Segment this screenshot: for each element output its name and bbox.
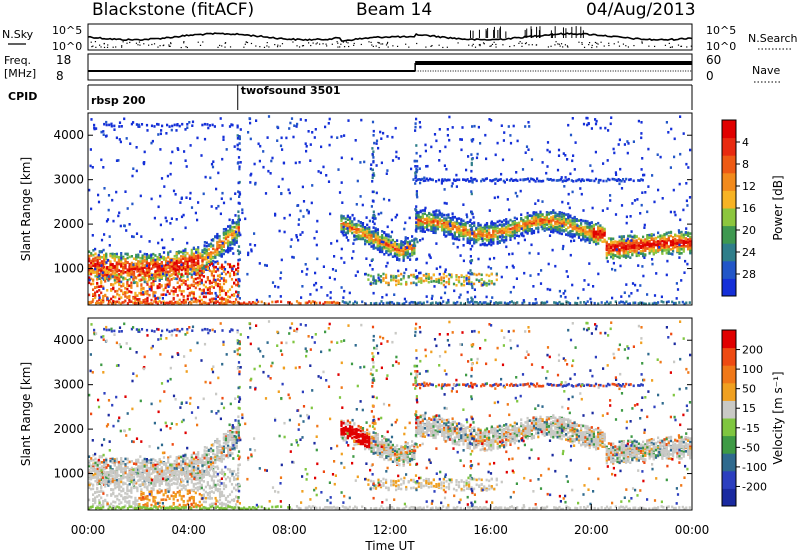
x-tick-label: 20:00 — [574, 523, 609, 537]
colorbar-tick-label: 8 — [742, 158, 749, 171]
freq-unit-label: [MHz] — [4, 67, 36, 80]
freq-trace — [88, 61, 692, 72]
nsearch-tick-top: 10^5 — [706, 24, 736, 37]
x-tick-label: 16:00 — [473, 523, 508, 537]
nsearch-tick-bottom: 10^0 — [706, 40, 736, 53]
colorbar-tick-label: 4 — [742, 136, 749, 149]
time-x-axis: 00:00 04:00 08:00 12:00 16:00 20:00 00:00 — [71, 302, 710, 537]
x-tick-label: 08:00 — [272, 523, 307, 537]
colorbar-tick-label: 28 — [742, 268, 756, 281]
colorbar-cell — [722, 470, 736, 489]
y-tick-label: 3000 — [53, 173, 84, 187]
cpid-segment-label: twofsound 3501 — [241, 84, 341, 97]
colorbar-tick-label: 12 — [742, 180, 756, 193]
time-x-axis-label: Time UT — [364, 539, 415, 553]
colorbar-tick-label: 15 — [742, 402, 756, 415]
colorbar-cell — [722, 488, 736, 507]
colorbar-cell — [722, 137, 736, 156]
nsky-panel: N.Sky 10^5 10^0 10^5 10^0 N.Search — [2, 23, 798, 53]
nave-tick-bottom: 0 — [706, 69, 714, 83]
cpid-label: CPID — [8, 90, 37, 103]
colorbar-label: Velocity [m s⁻¹] — [771, 371, 785, 464]
x-tick-label: 12:00 — [373, 523, 408, 537]
colorbar-cell — [722, 330, 736, 349]
y-tick-label: 2000 — [53, 422, 84, 436]
velocity-y-axis: 1000 2000 3000 4000 — [53, 333, 692, 481]
nave-label: Nave — [752, 64, 780, 77]
freq-tick-top: 18 — [56, 53, 71, 67]
cpid-segment-label: rbsp 200 — [91, 94, 146, 107]
power-y-axis-label: Slant Range [km] — [19, 157, 33, 261]
colorbar-cell — [722, 260, 736, 279]
colorbar-cell — [722, 172, 736, 191]
colorbar-tick-label: -100 — [742, 461, 767, 474]
colorbar-cell — [722, 225, 736, 244]
cpid-panel: CPID rbsp 200 twofsound 3501 — [8, 84, 693, 110]
date-title: 04/Aug/2013 — [586, 0, 696, 20]
station-title: Blackstone (fitACF) — [92, 0, 254, 20]
y-tick-label: 4000 — [53, 333, 84, 347]
colorbar-tick-label: -200 — [742, 480, 767, 493]
nsky-label: N.Sky — [2, 28, 34, 41]
colorbar-cell — [722, 155, 736, 174]
power-heatmap — [88, 115, 692, 306]
y-tick-label: 3000 — [53, 378, 84, 392]
colorbar-cell — [722, 400, 736, 419]
colorbar-cell — [722, 208, 736, 227]
y-tick-label: 1000 — [53, 262, 84, 276]
nsearch-label: N.Search — [748, 32, 798, 45]
nsky-trace — [87, 26, 693, 49]
power-y-axis: 1000 2000 3000 4000 — [53, 128, 692, 276]
colorbar-tick-label: 50 — [742, 383, 756, 396]
colorbar-tick-label: 24 — [742, 246, 756, 259]
colorbar-cell — [722, 435, 736, 454]
colorbar-cell — [722, 418, 736, 437]
x-tick-label: 04:00 — [171, 523, 206, 537]
colorbar-tick-label: -50 — [742, 441, 760, 454]
beam-title: Beam 14 — [356, 0, 432, 20]
y-tick-label: 2000 — [53, 217, 84, 231]
velocity-colorbar: 200 100 50 15 -15 -50 -100 -200 Velocity [m s⁻¹] — [721, 329, 785, 507]
x-tick-label: 00:00 — [71, 523, 106, 537]
power-colorbar: 4 8 12 16 20 24 28 Power [dB] — [721, 119, 785, 297]
colorbar-cell — [722, 453, 736, 472]
nave-tick-top: 60 — [706, 53, 721, 67]
colorbar-cell — [722, 190, 736, 209]
freq-panel: Freq. [MHz] 18 8 60 0 Nave — [4, 53, 780, 83]
colorbar-cell — [722, 278, 736, 297]
velocity-y-axis-label: Slant Range [km] — [19, 362, 33, 466]
freq-label: Freq. — [4, 54, 31, 67]
colorbar-tick-label: 200 — [742, 344, 763, 357]
colorbar-tick-label: 100 — [742, 363, 763, 376]
cpid-segments: rbsp 200 twofsound 3501 — [91, 84, 341, 110]
power-panel: 1000 2000 3000 4000 Slant Range [km] 4 8 12 16… — [19, 112, 785, 306]
colorbar-tick-label: -15 — [742, 422, 760, 435]
freq-tick-bottom: 8 — [56, 69, 64, 83]
y-tick-label: 4000 — [53, 128, 84, 142]
colorbar-tick-label: 20 — [742, 224, 756, 237]
nsky-tick-top: 10^5 — [52, 24, 82, 37]
colorbar-cell — [722, 243, 736, 262]
colorbar-cell — [722, 347, 736, 366]
x-tick-label: 00:00 — [675, 523, 710, 537]
colorbar-label: Power [dB] — [771, 175, 785, 240]
colorbar-tick-label: 16 — [742, 202, 756, 215]
velocity-heatmap — [88, 320, 692, 511]
colorbar-cell — [722, 120, 736, 139]
y-tick-label: 1000 — [53, 467, 84, 481]
nsky-tick-bottom: 10^0 — [52, 40, 82, 53]
colorbar-cell — [722, 365, 736, 384]
colorbar-cell — [722, 382, 736, 401]
